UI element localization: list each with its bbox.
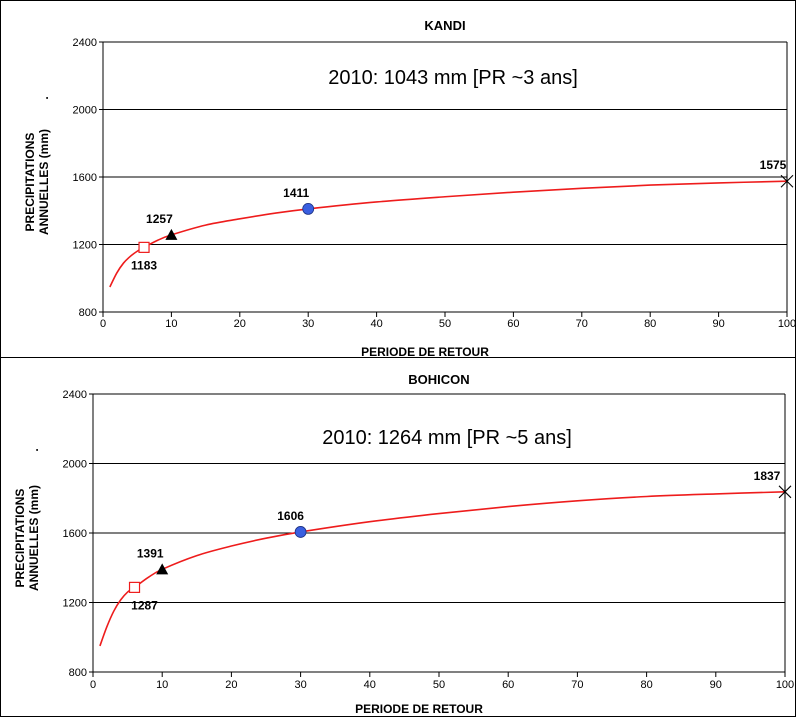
x-tick-label: 10 xyxy=(165,318,177,330)
point-marker-triangle xyxy=(156,563,169,575)
y-tick-label: 800 xyxy=(69,667,87,679)
y-axis-label-dot: . xyxy=(37,96,51,99)
x-tick-label: 40 xyxy=(364,679,376,691)
y-axis-label-line1: PRECIPITATIONS xyxy=(13,489,27,588)
y-tick-label: 2000 xyxy=(63,459,87,471)
x-tick-label: 60 xyxy=(502,679,514,691)
x-tick-label: 0 xyxy=(100,318,106,330)
chart-panel-kandi: 800 1200 1600 2000 2400 0 10 20 30 40 50 60 70 80 90 10… xyxy=(23,18,796,359)
y-tick-label: 1200 xyxy=(63,598,87,610)
y-tick-label: 2400 xyxy=(73,37,97,49)
x-tick-label: 80 xyxy=(644,318,656,330)
x-tick-label: 50 xyxy=(433,679,445,691)
data-label: 1257 xyxy=(146,212,173,226)
x-tick-label: 70 xyxy=(576,318,588,330)
x-tick-label: 20 xyxy=(234,318,246,330)
x-tick-label: 40 xyxy=(370,318,382,330)
data-label: 1837 xyxy=(754,469,781,483)
annotation-text: 2010: 1043 mm [PR ~3 ans] xyxy=(328,67,578,89)
y-axis-label-line2: ANNUELLES (mm) xyxy=(27,485,41,591)
annotation-text: 2010: 1264 mm [PR ~5 ans] xyxy=(322,427,572,449)
y-axis-label-line2: ANNUELLES (mm) xyxy=(37,129,51,235)
x-tick-label: 90 xyxy=(710,679,722,691)
x-tick-label: 50 xyxy=(439,318,451,330)
y-tick-label: 1600 xyxy=(73,172,97,184)
x-tick-label: 0 xyxy=(90,679,96,691)
data-label: 1183 xyxy=(131,258,157,272)
x-tick-label: 70 xyxy=(571,679,583,691)
y-axis-label-dot: . xyxy=(27,448,41,451)
y-axis-label-line1: PRECIPITATIONS xyxy=(23,133,37,232)
y-tick-label: 1200 xyxy=(73,240,97,252)
point-marker-square xyxy=(138,241,150,253)
point-marker-triangle xyxy=(165,228,178,240)
y-tick-label: 1600 xyxy=(63,528,87,540)
data-label: 1411 xyxy=(283,186,309,200)
x-tick-label: 10 xyxy=(156,679,168,691)
x-tick-label: 30 xyxy=(302,318,314,330)
x-tick-label: 100 xyxy=(778,318,796,330)
data-label: 1391 xyxy=(137,546,164,560)
point-marker-circle xyxy=(302,202,315,215)
data-label: 1287 xyxy=(131,598,158,612)
chart-title: BOHICON xyxy=(408,372,469,387)
y-tick-label: 2400 xyxy=(63,389,87,401)
panel-frame-kandi xyxy=(0,0,796,358)
data-label: 1606 xyxy=(277,509,304,523)
y-tick-label: 800 xyxy=(79,307,97,319)
x-tick-label: 20 xyxy=(225,679,237,691)
x-tick-label: 90 xyxy=(712,318,724,330)
x-tick-label: 80 xyxy=(640,679,652,691)
chart-panel-bohicon: 800 1200 1600 2000 2400 0 10 20 30 40 50 60 70 80 90 10… xyxy=(13,372,794,716)
y-tick-label: 2000 xyxy=(73,105,97,117)
x-axis-label: PERIODE DE RETOUR xyxy=(361,345,489,359)
data-label: 1575 xyxy=(760,158,787,172)
x-axis-label: PERIODE DE RETOUR xyxy=(355,702,483,716)
series-curve xyxy=(109,180,788,288)
point-marker-circle xyxy=(294,526,307,538)
chart-title: KANDI xyxy=(424,18,465,33)
panel-frame-bohicon xyxy=(0,357,796,717)
series-curve xyxy=(99,491,786,647)
x-tick-label: 30 xyxy=(294,679,306,691)
x-tick-label: 60 xyxy=(507,318,519,330)
x-tick-label: 100 xyxy=(776,679,794,691)
point-marker-square xyxy=(128,581,141,593)
